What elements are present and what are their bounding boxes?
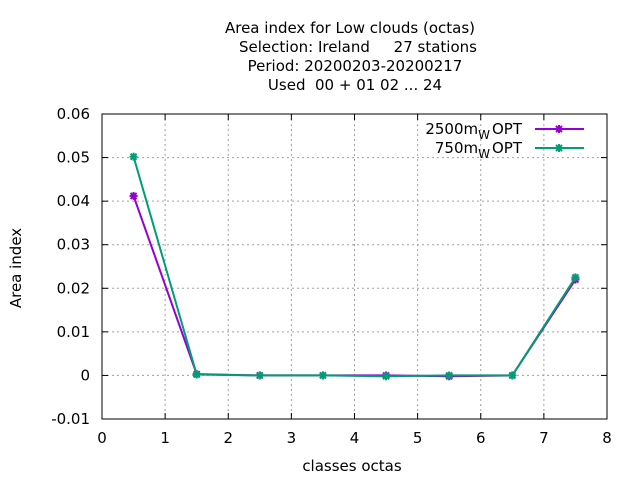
series-0-point-0 <box>129 191 138 200</box>
y-tick-label: 0.02 <box>57 279 90 297</box>
chart-title: Area index for Low clouds (octas) Select… <box>225 19 477 94</box>
series-1-point-3 <box>318 371 327 380</box>
x-tick-label: 5 <box>413 429 423 447</box>
series-line-1 <box>132 156 577 378</box>
grid <box>102 114 607 419</box>
y-tick-label: 0.04 <box>57 192 90 210</box>
legend-entry-1: 750mW OPT <box>435 139 584 161</box>
x-tick-label: 7 <box>539 429 549 447</box>
legend-label-1: 750mW OPT <box>435 139 523 161</box>
title-line-1: Area index for Low clouds (octas) <box>225 19 475 37</box>
legend-marker-0 <box>555 125 563 133</box>
x-tick-label: 8 <box>602 429 612 447</box>
legend-entry-0: 2500mW OPT <box>425 120 584 142</box>
y-axis-label: Area index <box>7 228 25 308</box>
title-line-2: Selection: Ireland 27 stations <box>239 38 477 56</box>
x-axis-label: classes octas <box>302 457 402 475</box>
series-layer <box>129 152 580 381</box>
legend-marker-1 <box>555 144 563 152</box>
title-line-3: Period: 20200203-20200217 <box>248 57 463 75</box>
y-tick-label: 0 <box>80 366 90 384</box>
series-1-point-2 <box>255 371 264 380</box>
y-tick-label: 0.06 <box>57 105 90 123</box>
x-tick-label: 0 <box>97 429 107 447</box>
x-tick-label: 2 <box>223 429 233 447</box>
series-1-point-5 <box>445 371 454 380</box>
x-axis-ticks: 0 1 2 3 4 5 6 7 8 <box>97 114 612 447</box>
series-1-point-7 <box>571 273 580 282</box>
series-1 <box>129 152 580 381</box>
y-tick-label: 0.03 <box>57 236 90 254</box>
y-axis-ticks: -0.01 0 0.01 0.02 0.03 0.04 0.05 0.06 <box>51 105 607 428</box>
series-1-point-4 <box>382 372 391 381</box>
y-tick-label: -0.01 <box>51 410 90 428</box>
x-tick-label: 1 <box>160 429 170 447</box>
x-tick-label: 6 <box>476 429 486 447</box>
title-line-4: Used 00 + 01 02 ... 24 <box>268 76 442 94</box>
series-1-point-6 <box>508 371 517 380</box>
x-tick-label: 3 <box>287 429 297 447</box>
series-1-point-1 <box>192 370 201 379</box>
legend-label-0: 2500mW OPT <box>425 120 523 142</box>
x-tick-label: 4 <box>350 429 360 447</box>
y-tick-label: 0.05 <box>57 149 90 167</box>
y-tick-label: 0.01 <box>57 323 90 341</box>
series-1-point-0 <box>129 152 138 161</box>
